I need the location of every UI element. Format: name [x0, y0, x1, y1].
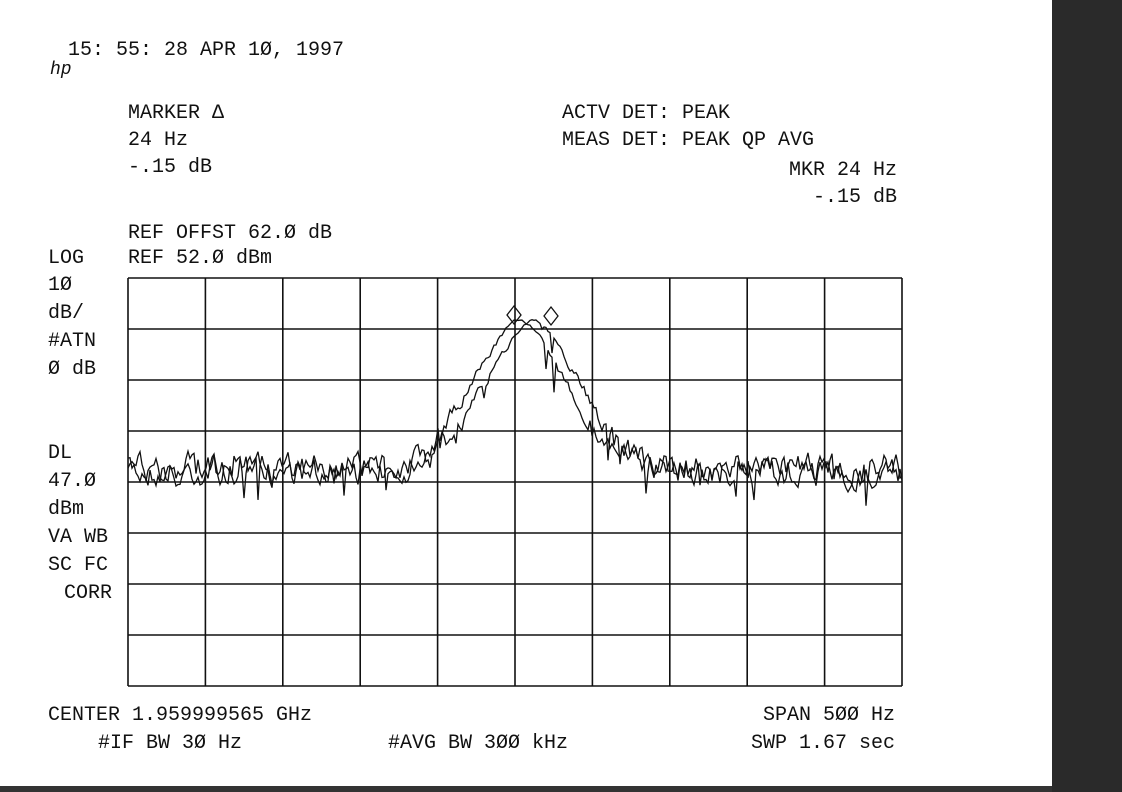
graticule: [127, 277, 903, 687]
sweep-time: SWP 1.67 sec: [751, 732, 895, 755]
timestamp: 15: 55: 28 APR 1Ø, 1997: [68, 39, 344, 62]
side-label: Ø dB: [48, 358, 96, 381]
active-detector: ACTV DET: PEAK: [562, 102, 730, 125]
bottom-edge: [0, 786, 1052, 792]
marker-frequency: 24 Hz: [128, 129, 188, 152]
side-label: dBm: [48, 498, 84, 521]
measure-detector: MEAS DET: PEAK QP AVG: [562, 129, 814, 152]
marker-readout-level: -.15 dB: [813, 186, 897, 209]
side-label: LOG: [48, 247, 84, 270]
side-label: SC FC: [48, 554, 108, 577]
ref-offset: REF OFFST 62.Ø dB: [128, 222, 332, 245]
side-labels: LOG 1Ø dB/ #ATN Ø dB DL 47.Ø dBm VA WB SC FC CORR: [48, 247, 112, 605]
side-label: VA WB: [48, 526, 108, 549]
side-label: #ATN: [48, 330, 96, 353]
side-label: 1Ø: [48, 274, 72, 297]
marker-level: -.15 dB: [128, 156, 212, 179]
side-label: 47.Ø: [48, 470, 96, 493]
marker-diamonds: [506, 304, 559, 327]
trace: [127, 319, 903, 500]
marker-title: MARKER Δ: [128, 102, 224, 125]
side-label: CORR: [64, 582, 112, 605]
if-bandwidth: #IF BW 3Ø Hz: [98, 732, 242, 755]
side-label: dB/: [48, 302, 84, 325]
side-label: DL: [48, 442, 72, 465]
logo: hp: [50, 60, 72, 80]
trace: [127, 319, 903, 506]
avg-bandwidth: #AVG BW 3ØØ kHz: [388, 732, 568, 755]
traces: [127, 319, 903, 506]
center-frequency: CENTER 1.959999565 GHz: [48, 704, 312, 727]
marker-readout-frequency: MKR 24 Hz: [789, 159, 897, 182]
edge-shadow: [1052, 0, 1122, 792]
ref-level: REF 52.Ø dBm: [128, 247, 272, 270]
span: SPAN 5ØØ Hz: [763, 704, 895, 727]
